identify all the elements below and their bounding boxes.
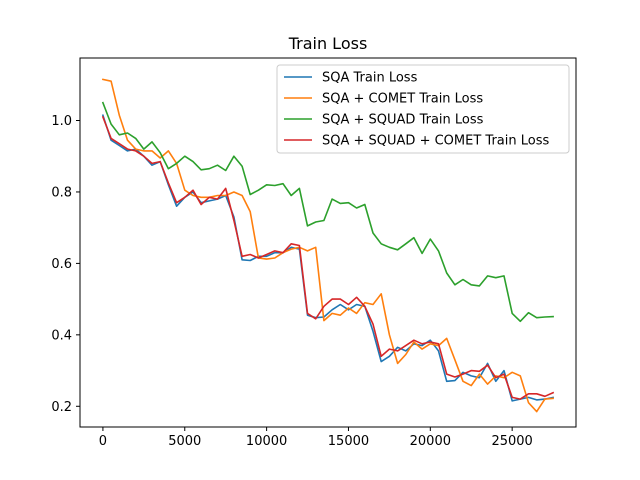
series-line-0 xyxy=(101,114,555,402)
legend-label-2: SQA + SQUAD Train Loss xyxy=(322,113,484,128)
legend-label-1: SQA + COMET Train Loss xyxy=(322,92,483,107)
x-tick-label: 15000 xyxy=(328,434,369,449)
plot-lines xyxy=(101,78,555,413)
series-line-2 xyxy=(101,101,554,323)
x-axis: 0 5000 10000 15000 20000 25000 xyxy=(99,427,533,449)
x-tick-label: 0 xyxy=(99,434,107,449)
legend-frame xyxy=(276,64,570,154)
x-tick-label: 5000 xyxy=(168,434,201,449)
series-line-1 xyxy=(101,78,554,413)
y-tick-label: 0.2 xyxy=(51,400,72,415)
y-tick-label: 1.0 xyxy=(51,114,72,129)
chart-title: Train Loss xyxy=(288,34,368,53)
x-tick-label: 20000 xyxy=(410,434,451,449)
legend-label-3: SQA + SQUAD + COMET Train Loss xyxy=(322,134,549,149)
legend-label-0: SQA Train Loss xyxy=(322,71,418,86)
plot-frame xyxy=(79,57,577,428)
y-tick-label: 0.6 xyxy=(51,257,72,272)
legend: SQA Train Loss SQA + COMET Train Loss SQA … xyxy=(276,64,570,154)
y-axis: 0.2 0.4 0.6 0.8 1.0 xyxy=(51,114,80,415)
x-tick-label: 25000 xyxy=(491,434,532,449)
x-tick-label: 10000 xyxy=(246,434,287,449)
y-tick-label: 0.8 xyxy=(51,185,72,200)
series-line-3 xyxy=(101,115,555,400)
y-tick-label: 0.4 xyxy=(51,328,72,343)
